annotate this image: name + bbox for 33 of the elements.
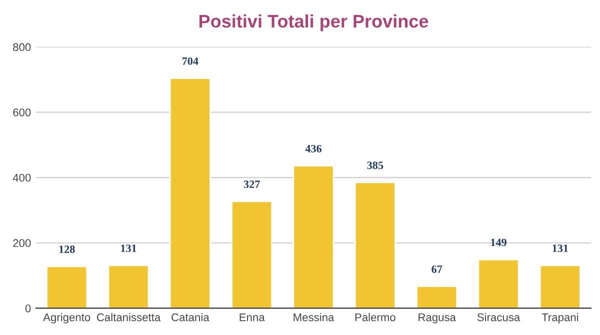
x-tick-label: Agrigento — [43, 313, 90, 324]
y-tick-label: 200 — [13, 239, 31, 248]
chart-title: Positivi Totali per Province — [199, 14, 428, 32]
x-tick-label: Messina — [294, 313, 334, 322]
bar — [169, 78, 211, 308]
y-tick-label: 400 — [12, 174, 31, 182]
bar — [108, 264, 150, 308]
x-tick-label: Catania — [172, 313, 210, 322]
x-tick-label: Enna — [240, 313, 265, 322]
bar — [416, 286, 458, 308]
x-tick-label: Palermo — [355, 313, 396, 322]
x-tick-label: Trapani — [542, 313, 578, 324]
x-tick-label: Siracusa — [477, 313, 520, 322]
data-label: 327 — [244, 180, 260, 188]
bar — [478, 258, 520, 308]
x-tick-label: Caltanissetta — [96, 313, 161, 322]
y-tick-label: 600 — [13, 108, 31, 116]
bar — [231, 200, 273, 308]
data-label: 704 — [182, 57, 198, 65]
data-label: 149 — [491, 238, 506, 246]
x-tick-label: Ragusa — [418, 313, 456, 324]
data-label: 128 — [59, 246, 75, 254]
data-label: 131 — [552, 244, 568, 252]
data-label: 67 — [432, 265, 442, 273]
y-tick-label: 800 — [13, 43, 31, 52]
data-label: 385 — [367, 162, 384, 170]
bar — [354, 182, 396, 308]
y-tick-label: 0 — [25, 304, 31, 312]
bar — [539, 264, 581, 308]
data-label: 131 — [121, 244, 136, 252]
data-label: 436 — [305, 144, 322, 152]
bar — [292, 165, 334, 308]
bar — [46, 266, 88, 308]
